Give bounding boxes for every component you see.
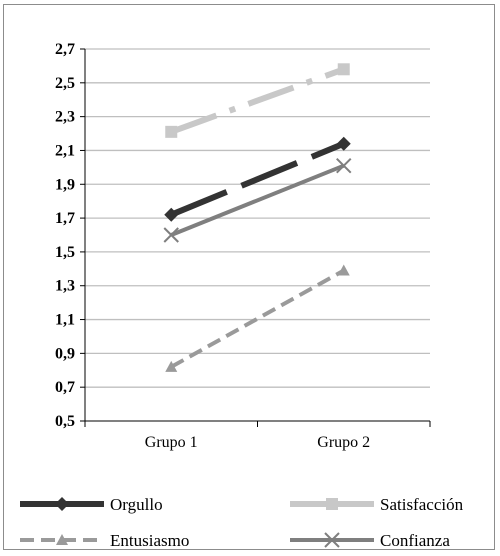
data-point-marker xyxy=(336,136,351,151)
series-line xyxy=(170,268,345,369)
y-tick-label: 2,5 xyxy=(55,75,75,92)
legend-item: Confianza xyxy=(290,531,450,550)
gridlines xyxy=(85,48,430,388)
y-tick-label: 2,3 xyxy=(55,109,75,126)
legend-label: Orgullo xyxy=(110,495,163,514)
y-tick-label: 1,5 xyxy=(55,244,75,261)
data-point-marker xyxy=(336,157,352,174)
data-point-marker xyxy=(326,498,338,510)
marker-stroke xyxy=(163,227,179,243)
x-tick-labels: Grupo 1 Grupo 2 xyxy=(145,434,370,451)
series-orgullo xyxy=(164,136,351,222)
series-lines xyxy=(163,63,352,372)
data-point-marker xyxy=(337,63,350,76)
data-point-marker xyxy=(165,125,178,138)
y-tick-label: 1,1 xyxy=(55,312,75,329)
marker-stroke xyxy=(336,157,352,174)
legend-label: Satisfacción xyxy=(380,495,464,514)
marker-stroke xyxy=(324,532,340,548)
data-point-marker xyxy=(55,497,69,511)
legend: Orgullo Satisfacción Entusiasmo Confianza xyxy=(20,495,464,550)
data-point-marker xyxy=(324,532,340,548)
series-satisfacción xyxy=(165,63,350,138)
y-tick-label: 0,5 xyxy=(55,413,75,430)
legend-label: Confianza xyxy=(380,531,450,550)
y-tick-label: 2,7 xyxy=(55,41,75,58)
series-line xyxy=(170,66,345,135)
legend-item: Entusiasmo xyxy=(20,531,189,550)
x-tick-label: Grupo 2 xyxy=(317,434,370,451)
data-point-marker xyxy=(56,534,68,545)
data-point-marker xyxy=(164,207,179,222)
data-point-marker xyxy=(337,264,350,276)
y-tick-label: 0,9 xyxy=(55,345,75,362)
y-tick-labels: 2,7 2,5 2,3 2,1 1,9 1,7 1,5 1,3 1,1 0,9 0,7 0,5 xyxy=(55,41,75,430)
x-tick-label: Grupo 1 xyxy=(145,434,198,451)
series-entusiasmo xyxy=(165,264,350,372)
legend-label: Entusiasmo xyxy=(110,531,189,550)
axes xyxy=(80,48,431,427)
data-point-marker xyxy=(163,227,179,243)
y-tick-label: 0,7 xyxy=(55,379,75,396)
y-tick-label: 2,1 xyxy=(55,142,75,159)
legend-item: Satisfacción xyxy=(290,495,464,514)
series-line xyxy=(170,140,345,218)
y-tick-label: 1,7 xyxy=(55,210,75,227)
legend-item: Orgullo xyxy=(20,495,163,514)
data-point-marker xyxy=(165,360,178,372)
y-tick-label: 1,3 xyxy=(55,278,75,295)
series-line xyxy=(170,163,345,237)
series-confianza xyxy=(163,157,352,243)
y-tick-label: 1,9 xyxy=(55,176,75,193)
